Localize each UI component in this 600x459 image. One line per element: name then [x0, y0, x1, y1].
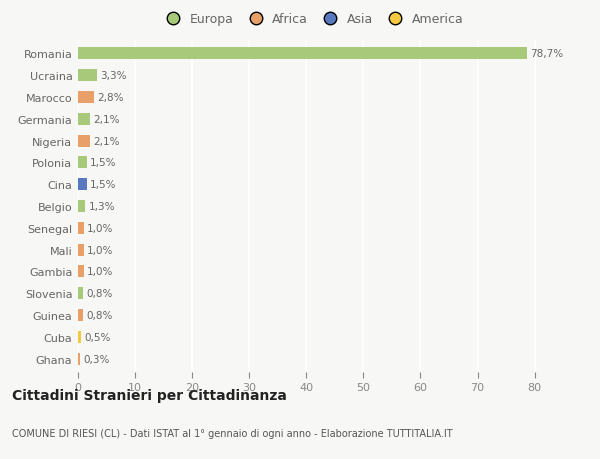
Bar [78, 48, 527, 60]
Text: 1,5%: 1,5% [90, 158, 116, 168]
Bar [78, 309, 83, 321]
Text: 1,0%: 1,0% [87, 223, 113, 233]
Bar [78, 353, 80, 365]
Bar [78, 331, 81, 343]
Text: 0,8%: 0,8% [86, 289, 112, 298]
Bar [78, 201, 85, 213]
Text: Cittadini Stranieri per Cittadinanza: Cittadini Stranieri per Cittadinanza [12, 388, 287, 403]
Text: 2,1%: 2,1% [94, 115, 120, 124]
Text: COMUNE DI RIESI (CL) - Dati ISTAT al 1° gennaio di ogni anno - Elaborazione TUTT: COMUNE DI RIESI (CL) - Dati ISTAT al 1° … [12, 428, 452, 438]
Text: 78,7%: 78,7% [530, 50, 564, 59]
Text: 0,5%: 0,5% [84, 332, 110, 342]
Text: 0,8%: 0,8% [86, 310, 112, 320]
Text: 3,3%: 3,3% [100, 71, 127, 81]
Text: 2,1%: 2,1% [94, 136, 120, 146]
Bar [78, 244, 84, 256]
Bar [78, 114, 90, 126]
Text: 0,3%: 0,3% [83, 354, 110, 364]
Bar [78, 157, 86, 169]
Bar [78, 92, 94, 104]
Text: 1,3%: 1,3% [89, 202, 115, 212]
Bar [78, 135, 90, 147]
Text: 1,5%: 1,5% [90, 180, 116, 190]
Text: 1,0%: 1,0% [87, 267, 113, 277]
Legend: Europa, Africa, Asia, America: Europa, Africa, Asia, America [155, 8, 469, 31]
Bar [78, 222, 84, 234]
Text: 2,8%: 2,8% [97, 93, 124, 103]
Bar [78, 266, 84, 278]
Bar [78, 70, 97, 82]
Bar [78, 287, 83, 300]
Bar [78, 179, 86, 191]
Text: 1,0%: 1,0% [87, 245, 113, 255]
